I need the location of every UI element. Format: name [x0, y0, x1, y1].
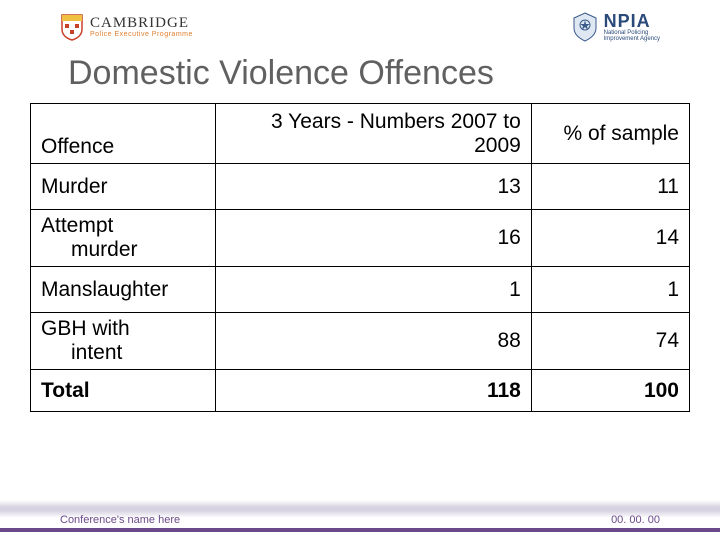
- table-row: Murder 13 11: [31, 164, 690, 210]
- cell-num: 88: [215, 313, 531, 370]
- col-header-offence: Offence: [31, 104, 216, 164]
- cell-num: 16: [215, 210, 531, 267]
- cell-offence: Murder: [31, 164, 216, 210]
- npia-name: NPIA: [604, 12, 660, 30]
- cell-pct: 14: [531, 210, 689, 267]
- npia-subtitle: National PolicingImprovement Agency: [604, 30, 660, 42]
- table-row: Attemptmurder 16 14: [31, 210, 690, 267]
- footer-conference-name: Conference's name here: [60, 514, 180, 526]
- offences-table-wrap: Offence 3 Years - Numbers 2007 to 2009 %…: [0, 103, 720, 412]
- footer: Conference's name here 00. 00. 00: [0, 500, 720, 540]
- npia-logo: NPIA National PolicingImprovement Agency: [572, 12, 660, 42]
- cell-total-pct: 100: [531, 370, 689, 412]
- table-header-row: Offence 3 Years - Numbers 2007 to 2009 %…: [31, 104, 690, 164]
- cambridge-text: CAMBRIDGE Police Executive Programme: [90, 16, 193, 38]
- npia-text: NPIA National PolicingImprovement Agency: [604, 12, 660, 42]
- table-row: GBH withintent 88 74: [31, 313, 690, 370]
- cell-num: 1: [215, 267, 531, 313]
- cell-offence-line2: intent: [41, 341, 205, 365]
- offences-table: Offence 3 Years - Numbers 2007 to 2009 %…: [30, 103, 690, 412]
- cell-pct: 74: [531, 313, 689, 370]
- cambridge-shield-icon: [60, 13, 84, 41]
- cell-num: 13: [215, 164, 531, 210]
- cell-pct: 1: [531, 267, 689, 313]
- header: CAMBRIDGE Police Executive Programme NPI…: [0, 0, 720, 50]
- cell-total-num: 118: [215, 370, 531, 412]
- page-title: Domestic Violence Offences: [0, 50, 720, 103]
- cambridge-subtitle: Police Executive Programme: [90, 31, 193, 38]
- footer-date: 00. 00. 00: [611, 514, 660, 526]
- table-row: Manslaughter 1 1: [31, 267, 690, 313]
- cell-offence-line2: murder: [41, 238, 205, 262]
- cell-offence: Attemptmurder: [31, 210, 216, 267]
- col-header-percent: % of sample: [531, 104, 689, 164]
- col-header-numbers: 3 Years - Numbers 2007 to 2009: [215, 104, 531, 164]
- cell-offence: Manslaughter: [31, 267, 216, 313]
- npia-crest-icon: [572, 12, 598, 42]
- cell-pct: 11: [531, 164, 689, 210]
- cell-offence: GBH withintent: [31, 313, 216, 370]
- table-total-row: Total 118 100: [31, 370, 690, 412]
- footer-bar: [0, 528, 720, 532]
- cambridge-logo: CAMBRIDGE Police Executive Programme: [60, 13, 193, 41]
- cambridge-name: CAMBRIDGE: [90, 16, 193, 31]
- cell-total-label: Total: [31, 370, 216, 412]
